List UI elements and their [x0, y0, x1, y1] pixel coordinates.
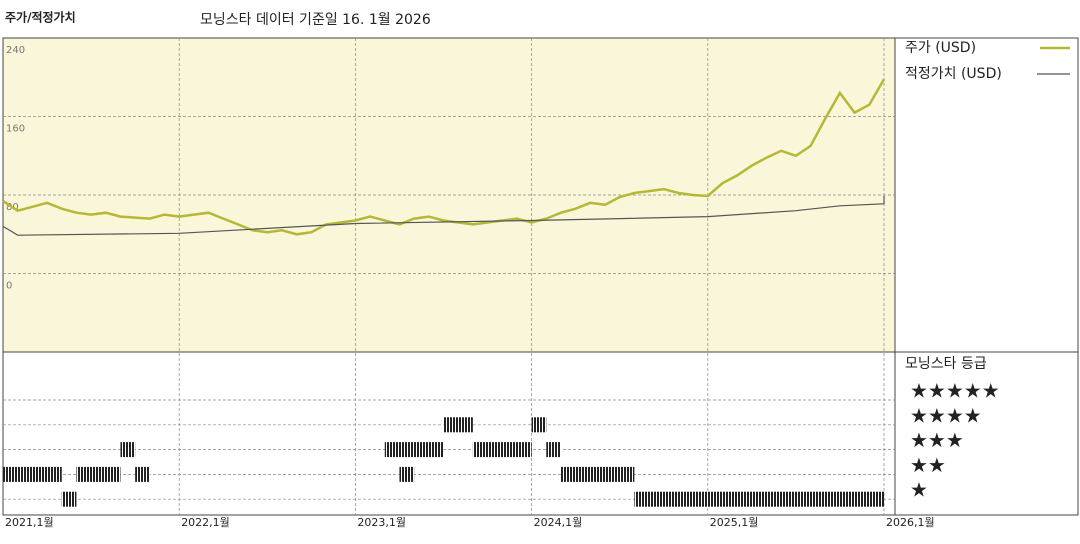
- chart-title: 주가/적정가치: [5, 10, 76, 25]
- rating-bar: [76, 466, 121, 482]
- rating-bar: [443, 417, 473, 433]
- rating-bar: [531, 417, 547, 433]
- legend-label: 주가 (USD): [905, 40, 976, 56]
- rating-label: ★: [910, 478, 928, 502]
- rating-bar: [61, 491, 77, 507]
- rating-bar: [384, 442, 444, 458]
- chart-subtitle: 모닝스타 데이터 기준일 16. 1월 2026: [200, 12, 431, 28]
- y-tick-label: 240: [6, 45, 25, 56]
- x-tick-label: 2025,1월: [710, 516, 759, 529]
- rating-bar: [634, 491, 884, 507]
- rating-bar: [546, 442, 561, 458]
- rating-bar: [472, 442, 532, 458]
- rating-label: ★★★: [910, 428, 964, 452]
- x-tick-label: 2022,1월: [181, 516, 230, 529]
- frame: [2, 37, 1079, 516]
- series-line: [2, 196, 885, 236]
- series-line: [2, 78, 886, 236]
- rating-bar: [3, 466, 62, 482]
- x-tick-label: 2026,1월: [886, 516, 935, 529]
- x-tick-label: 2023,1월: [357, 516, 406, 529]
- rating-title: 모닝스타 등급: [905, 356, 987, 372]
- rating-bar: [120, 442, 136, 458]
- rating-bar: [560, 466, 635, 482]
- rating-label: ★★★★★: [910, 379, 1000, 403]
- rating-label: ★★: [910, 453, 946, 477]
- x-tick-label: 2024,1월: [534, 516, 583, 529]
- rating-label: ★★★★: [910, 403, 982, 427]
- rating-bar: [399, 466, 415, 482]
- y-tick-label: 160: [6, 124, 25, 135]
- x-tick-label: 2021,1월: [5, 516, 54, 529]
- y-tick-label: 0: [6, 281, 12, 292]
- rating-bar: [135, 466, 150, 482]
- legend-label: 적정가치 (USD): [905, 66, 1002, 82]
